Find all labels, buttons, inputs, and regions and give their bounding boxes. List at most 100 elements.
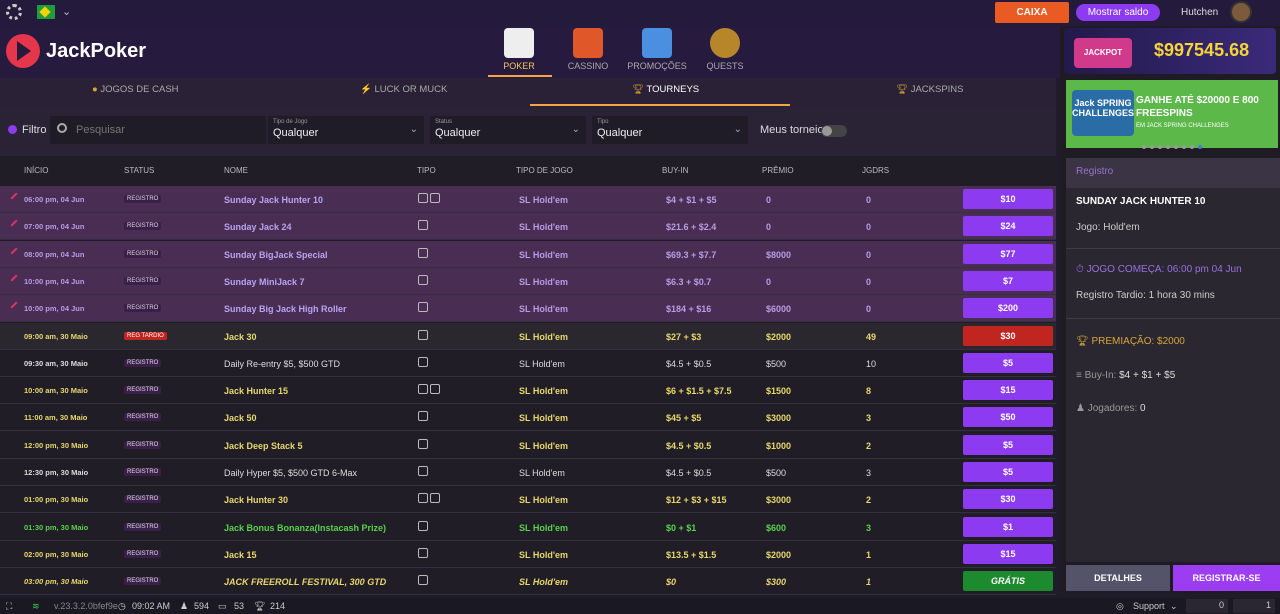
cell-inicio: 10:00 pm, 04 Jun bbox=[24, 304, 85, 314]
col-jgdrs[interactable]: JGDRS bbox=[862, 166, 890, 175]
tipo-select[interactable]: Tipo Qualquer ⌄ bbox=[592, 116, 748, 144]
register-button[interactable]: $10 bbox=[963, 189, 1053, 209]
tipo-de-jogo-select[interactable]: Tipo de Jogo Qualquer ⌄ bbox=[268, 116, 424, 144]
promo-banner[interactable]: Jack SPRING CHALLENGES GANHE ATÉ $20000 … bbox=[1066, 80, 1278, 148]
headset-icon[interactable]: ◎ bbox=[1116, 601, 1124, 611]
carousel-dot[interactable] bbox=[1158, 145, 1162, 149]
col-status[interactable]: STATUS bbox=[124, 166, 155, 175]
register-button[interactable]: $50 bbox=[963, 407, 1053, 428]
cell-nome[interactable]: Sunday MiniJack 7 bbox=[224, 276, 305, 287]
tab-tourneys[interactable]: 🏆︎ TOURNEYS bbox=[632, 84, 700, 95]
meus-torneios-toggle[interactable] bbox=[821, 125, 847, 137]
cell-nome[interactable]: Jack Hunter 30 bbox=[224, 495, 289, 506]
cell-nome[interactable]: JACK FREEROLL FESTIVAL, 300 GTD bbox=[224, 577, 387, 588]
col-tipo-de-jogo[interactable]: TIPO DE JOGO bbox=[516, 166, 573, 175]
register-button[interactable]: $30 bbox=[963, 325, 1053, 346]
register-button[interactable]: $5 bbox=[963, 352, 1053, 373]
cell-nome[interactable]: Jack 30 bbox=[224, 331, 257, 342]
carousel-dot[interactable] bbox=[1174, 145, 1178, 149]
table-row[interactable]: 09:00 am, 30 Maio REG TARDIO Jack 30 SL Hol… bbox=[0, 322, 1056, 350]
cell-nome[interactable]: Daily Re-entry $5, $500 GTD bbox=[224, 358, 341, 369]
late-registration: Registro Tardio: 1 hora 30 mins bbox=[1076, 290, 1215, 301]
table-row[interactable]: 10:00 pm, 04 Jun REGISTRO Sunday Big Jack … bbox=[0, 295, 1056, 323]
fullscreen-icon[interactable]: ⛶ bbox=[6, 601, 13, 611]
table-row[interactable]: 07:00 pm, 04 Jun REGISTRO Sunday Jack 24 SL… bbox=[0, 213, 1056, 241]
jackpoker-logo-icon[interactable] bbox=[6, 34, 40, 68]
cell-nome[interactable]: Jack Hunter 15 bbox=[224, 386, 289, 397]
cell-nome[interactable]: Jack 50 bbox=[224, 413, 257, 424]
username[interactable]: Hutchen bbox=[1181, 7, 1219, 18]
carousel-dot[interactable] bbox=[1182, 145, 1186, 149]
chevron-down-icon[interactable]: ⌄ bbox=[62, 6, 72, 18]
cell-nome[interactable]: Sunday BigJack Special bbox=[224, 249, 328, 260]
support-link[interactable]: Support bbox=[1133, 601, 1165, 611]
search-input[interactable] bbox=[50, 116, 266, 144]
register-button[interactable]: $24 bbox=[963, 216, 1053, 237]
register-button[interactable]: $5 bbox=[963, 462, 1053, 482]
col-nome[interactable]: NOME bbox=[224, 166, 248, 175]
table-row[interactable]: 08:00 pm, 04 Jun REGISTRO Sunday BigJack S… bbox=[0, 240, 1056, 268]
carousel-dot[interactable] bbox=[1190, 145, 1194, 149]
nav-quests[interactable]: QUESTS bbox=[690, 28, 760, 71]
register-button[interactable]: $77 bbox=[963, 243, 1053, 264]
counter-tables[interactable]: 0 bbox=[1186, 599, 1228, 613]
col-tipo[interactable]: TIPO bbox=[417, 166, 436, 175]
nav-promocoes[interactable]: PROMOÇÕES bbox=[622, 28, 692, 71]
cell-nome[interactable]: Sunday Big Jack High Roller bbox=[224, 304, 347, 315]
wifi-icon: ≋ bbox=[32, 601, 40, 611]
prize: 🏆︎ PREMIAÇÃO: $2000 bbox=[1076, 336, 1185, 347]
cell-nome[interactable]: Daily Hyper $5, $500 GTD 6-Max bbox=[224, 468, 358, 478]
cell-nome[interactable]: Jack Bonus Bonanza(Instacash Prize) bbox=[224, 522, 387, 533]
register-button[interactable]: $30 bbox=[963, 489, 1053, 510]
carousel-dot[interactable] bbox=[1142, 145, 1146, 149]
carousel-dot[interactable] bbox=[1150, 145, 1154, 149]
chevron-down-icon[interactable]: ⌄ bbox=[1170, 601, 1178, 611]
table-row[interactable]: 03:00 pm, 30 Maio REGISTRO JACK FREEROLL F… bbox=[0, 568, 1056, 596]
jackpot-banner[interactable]: JACKPOT $997545.68 bbox=[1064, 28, 1276, 74]
table-row[interactable]: 01:30 pm, 30 Maio REGISTRO Jack Bonus Bona… bbox=[0, 514, 1056, 541]
register-button[interactable]: $7 bbox=[963, 270, 1053, 291]
table-row[interactable]: 10:00 pm, 04 Jun REGISTRO Sunday MiniJack … bbox=[0, 267, 1056, 295]
nav-poker[interactable]: POKER bbox=[484, 28, 554, 71]
counter-open[interactable]: 1 bbox=[1233, 599, 1275, 613]
table-row[interactable]: 02:00 pm, 30 Maio REGISTRO Jack 15 SL Hold'… bbox=[0, 541, 1056, 568]
col-buy-in[interactable]: BUY-IN bbox=[662, 166, 689, 175]
register-button[interactable]: $15 bbox=[963, 380, 1053, 401]
table-row[interactable]: 12:00 pm, 30 Maio REGISTRO Jack Deep Stack… bbox=[0, 432, 1056, 459]
register-button[interactable]: $5 bbox=[963, 434, 1053, 455]
tab-luck-or-muck[interactable]: ⚡ LUCK OR MUCK bbox=[360, 84, 448, 95]
table-row[interactable]: 09:30 am, 30 Maio REGISTRO Daily Re-entry … bbox=[0, 350, 1056, 377]
register-button[interactable]: GRÁTIS bbox=[963, 571, 1053, 592]
tab-jogos-de-cash[interactable]: ● JOGOS DE CASH bbox=[92, 84, 179, 95]
caixa-button[interactable]: CAIXA bbox=[995, 2, 1069, 23]
carousel-dot-active[interactable] bbox=[1198, 145, 1202, 149]
register-button[interactable]: $200 bbox=[963, 298, 1053, 319]
registrar-button[interactable]: REGISTRAR-SE bbox=[1173, 565, 1280, 591]
cell-nome[interactable]: Jack Deep Stack 5 bbox=[224, 440, 303, 451]
brazil-flag-icon[interactable] bbox=[37, 5, 55, 19]
nav-cassino[interactable]: CASSINO bbox=[553, 28, 623, 71]
mostrar-saldo-button[interactable]: Mostrar saldo bbox=[1076, 4, 1160, 21]
carousel-dot[interactable] bbox=[1166, 145, 1170, 149]
filtro-label[interactable]: Filtro bbox=[22, 124, 47, 136]
table-row[interactable]: 11:00 am, 30 Maio REGISTRO Jack 50 SL Hold'… bbox=[0, 404, 1056, 432]
col-premio[interactable]: PRÊMIO bbox=[762, 166, 794, 175]
col-inicio[interactable]: INÍCIO bbox=[24, 166, 49, 175]
avatar[interactable] bbox=[1230, 1, 1252, 23]
cell-nome[interactable]: Jack 15 bbox=[224, 549, 257, 560]
cell-nome[interactable]: Sunday Jack Hunter 10 bbox=[224, 195, 324, 205]
table-row[interactable]: 10:00 am, 30 Maio REGISTRO Jack Hunter 15 S… bbox=[0, 377, 1056, 405]
table-row[interactable]: 01:00 pm, 30 Maio REGISTRO Jack Hunter 30 S… bbox=[0, 486, 1056, 514]
cell-nome[interactable]: Sunday Jack 24 bbox=[224, 222, 292, 233]
detalhes-button[interactable]: DETALHES bbox=[1066, 565, 1170, 591]
cell-buy-in: $4.5 + $0.5 bbox=[666, 358, 712, 369]
status-select[interactable]: Status Qualquer ⌄ bbox=[430, 116, 586, 144]
table-row[interactable]: 12:30 pm, 30 Maio REGISTRO Daily Hyper $5,… bbox=[0, 459, 1056, 486]
gear-icon[interactable] bbox=[6, 4, 22, 20]
table-row[interactable]: 06:00 pm, 04 Jun REGISTRO Sunday Jack Hunt… bbox=[0, 186, 1056, 213]
tab-jackspins[interactable]: 🏆︎ JACKSPINS bbox=[896, 84, 964, 95]
register-button[interactable]: $15 bbox=[963, 543, 1053, 564]
register-button[interactable]: $1 bbox=[963, 516, 1053, 537]
logo-text[interactable]: JackPoker bbox=[46, 40, 147, 62]
carousel-dots[interactable] bbox=[1142, 140, 1206, 152]
